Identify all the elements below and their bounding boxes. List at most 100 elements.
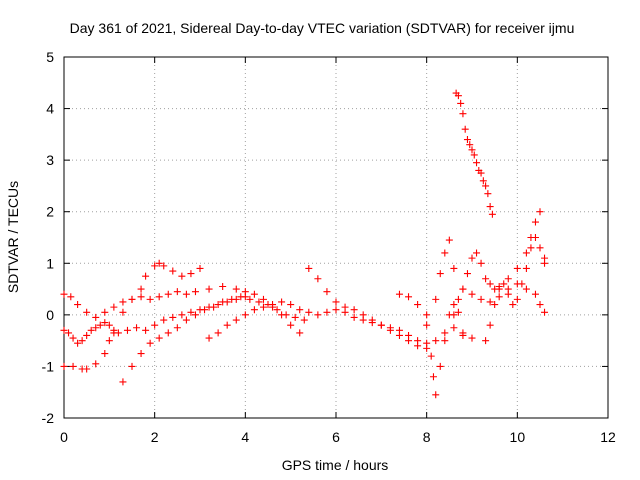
- data-point: [296, 306, 304, 314]
- data-point: [463, 270, 471, 278]
- data-point: [223, 321, 231, 329]
- data-point: [182, 316, 190, 324]
- data-point: [87, 326, 95, 334]
- data-point: [482, 275, 490, 283]
- data-point: [60, 290, 68, 298]
- data-point: [504, 290, 512, 298]
- series-pass-k: [482, 234, 549, 345]
- data-point: [536, 301, 544, 309]
- data-point: [332, 306, 340, 314]
- data-point: [169, 313, 177, 321]
- y-tick-label: 3: [46, 152, 54, 168]
- data-point: [196, 264, 204, 272]
- data-point: [92, 360, 100, 368]
- data-point: [160, 262, 168, 270]
- data-point: [450, 301, 458, 309]
- data-point: [468, 254, 476, 262]
- y-axis-label: SDTVAR / TECUs: [5, 181, 21, 293]
- data-point: [241, 311, 249, 319]
- data-point: [155, 334, 163, 342]
- data-point: [500, 280, 508, 288]
- data-point: [232, 316, 240, 324]
- data-point: [151, 262, 159, 270]
- data-point: [468, 146, 476, 154]
- series-pass-e: [205, 298, 431, 352]
- data-point: [69, 334, 77, 342]
- data-point: [155, 293, 163, 301]
- data-point: [432, 391, 440, 399]
- series-pass-c: [60, 259, 204, 373]
- data-point: [531, 234, 539, 241]
- x-tick-label: 2: [151, 429, 159, 445]
- data-point: [287, 321, 295, 329]
- data-point: [228, 295, 236, 303]
- data-point: [287, 301, 295, 309]
- data-point: [414, 337, 422, 345]
- data-point: [246, 295, 254, 303]
- data-point: [146, 295, 154, 303]
- data-point: [479, 177, 487, 185]
- data-point: [427, 352, 435, 360]
- data-point: [237, 293, 245, 301]
- data-point: [495, 293, 503, 301]
- data-point: [291, 313, 299, 321]
- data-point: [187, 308, 195, 316]
- data-point: [531, 290, 539, 298]
- data-point: [441, 249, 449, 257]
- y-tick-label: 0: [46, 307, 54, 323]
- data-point: [395, 326, 403, 334]
- data-point: [101, 350, 109, 358]
- data-point: [350, 313, 358, 321]
- data-point: [486, 298, 494, 306]
- data-point: [119, 298, 127, 306]
- data-point: [432, 295, 440, 303]
- chart-title: Day 361 of 2021, Sidereal Day-to-day VTE…: [70, 20, 575, 36]
- data-point: [178, 311, 186, 319]
- data-point: [459, 285, 467, 293]
- data-point: [482, 182, 490, 190]
- data-point: [123, 326, 131, 334]
- y-axis-tick-labels: -2 -1 0 1 2 3 4 5: [42, 49, 55, 426]
- data-point: [250, 306, 258, 314]
- data-point: [219, 282, 227, 290]
- series-pass-g: [395, 290, 467, 399]
- data-point: [142, 272, 150, 280]
- data-point: [441, 329, 449, 337]
- data-point: [491, 301, 499, 309]
- data-point: [205, 334, 213, 342]
- data-point: [60, 362, 68, 370]
- data-point: [178, 272, 186, 280]
- data-point: [182, 290, 190, 298]
- data-point: [368, 316, 376, 324]
- data-point: [341, 303, 349, 311]
- data-point: [473, 249, 481, 257]
- data-point: [386, 324, 394, 332]
- data-point: [454, 308, 462, 316]
- series-pass-i: [450, 208, 549, 319]
- grid: [64, 57, 608, 418]
- data-point: [205, 285, 213, 293]
- data-point: [65, 329, 73, 337]
- data-point: [151, 321, 159, 329]
- data-point: [405, 293, 413, 301]
- y-tick-label: -1: [42, 358, 55, 374]
- data-point: [187, 270, 195, 278]
- data-point: [470, 151, 478, 159]
- data-point: [486, 280, 494, 288]
- data-point: [83, 365, 91, 373]
- data-point: [466, 141, 474, 149]
- series-pass-a: [60, 282, 304, 337]
- series-pass-j: [452, 89, 496, 218]
- series-pass-d: [119, 293, 308, 386]
- data-point: [74, 339, 82, 347]
- data-point: [164, 329, 172, 337]
- data-point: [92, 313, 100, 321]
- data-point: [513, 295, 521, 303]
- data-point: [423, 311, 431, 319]
- data-point: [250, 290, 258, 298]
- data-point: [495, 285, 503, 293]
- data-point: [477, 295, 485, 303]
- x-tick-label: 4: [241, 429, 249, 445]
- data-point: [305, 308, 313, 316]
- data-point: [232, 285, 240, 293]
